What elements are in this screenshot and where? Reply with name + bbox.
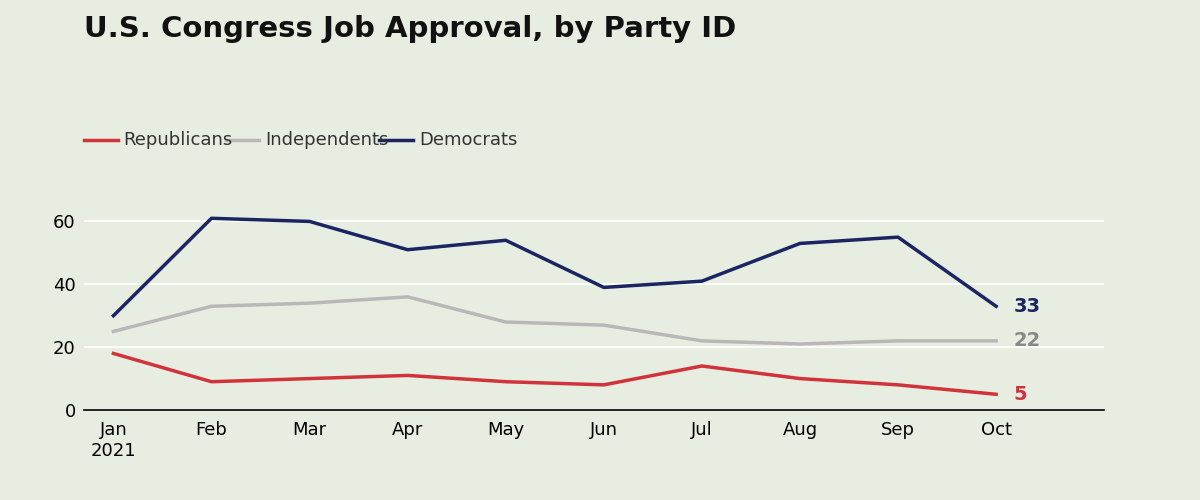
Text: U.S. Congress Job Approval, by Party ID: U.S. Congress Job Approval, by Party ID: [84, 15, 737, 43]
Text: Democrats: Democrats: [419, 131, 517, 149]
Text: 22: 22: [1014, 332, 1042, 350]
Text: 33: 33: [1014, 297, 1040, 316]
Text: 5: 5: [1014, 385, 1027, 404]
Text: Independents: Independents: [265, 131, 389, 149]
Text: Republicans: Republicans: [124, 131, 233, 149]
